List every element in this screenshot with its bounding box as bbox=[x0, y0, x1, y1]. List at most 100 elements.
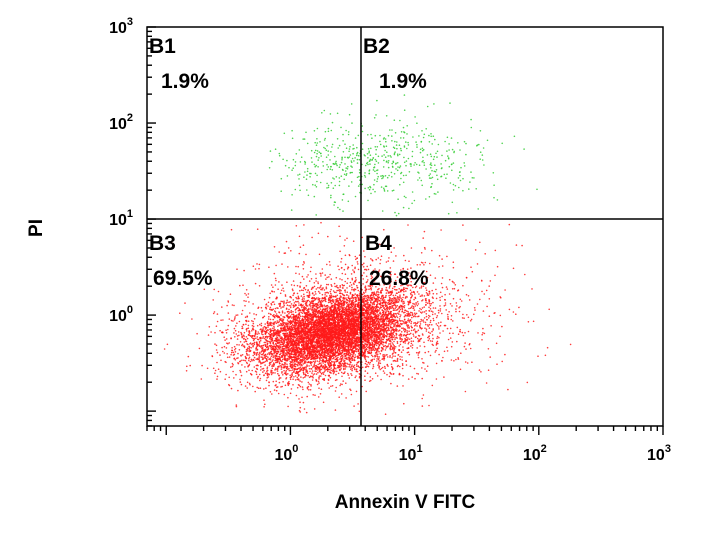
data-point bbox=[224, 378, 226, 381]
data-point bbox=[269, 358, 272, 361]
data-point bbox=[441, 277, 444, 279]
data-point bbox=[333, 291, 336, 294]
data-point bbox=[288, 325, 290, 327]
data-point bbox=[405, 364, 408, 366]
data-point bbox=[496, 265, 499, 268]
data-point bbox=[357, 289, 360, 292]
data-point bbox=[227, 324, 230, 327]
data-point bbox=[266, 377, 269, 379]
data-point bbox=[324, 305, 326, 308]
data-point bbox=[298, 384, 301, 387]
data-point bbox=[166, 343, 169, 346]
data-point bbox=[325, 283, 328, 286]
data-point bbox=[404, 259, 407, 262]
data-point bbox=[287, 357, 289, 360]
data-point bbox=[367, 346, 370, 348]
data-point bbox=[366, 363, 368, 366]
data-point bbox=[257, 387, 260, 390]
data-point bbox=[286, 319, 289, 321]
data-point bbox=[413, 309, 416, 311]
data-point bbox=[431, 289, 434, 292]
data-point bbox=[378, 350, 380, 353]
data-point bbox=[321, 360, 324, 363]
data-point bbox=[334, 358, 337, 361]
data-point bbox=[394, 338, 396, 341]
data-point bbox=[395, 306, 398, 308]
data-point bbox=[362, 283, 364, 285]
data-point bbox=[429, 321, 432, 324]
data-point bbox=[286, 316, 289, 318]
data-point bbox=[258, 267, 260, 270]
data-point bbox=[395, 292, 398, 295]
data-point bbox=[276, 386, 279, 388]
data-point bbox=[282, 374, 284, 376]
data-point bbox=[439, 332, 441, 334]
data-point bbox=[326, 309, 329, 312]
data-point bbox=[260, 306, 263, 309]
data-point bbox=[394, 304, 396, 306]
data-point bbox=[432, 301, 434, 304]
data-point bbox=[212, 299, 214, 301]
data-point bbox=[451, 288, 454, 290]
data-point bbox=[342, 380, 345, 382]
data-point bbox=[387, 301, 390, 304]
data-point bbox=[314, 366, 317, 369]
data-point bbox=[366, 313, 369, 316]
data-point bbox=[303, 224, 305, 226]
data-point bbox=[470, 266, 472, 269]
data-point bbox=[423, 264, 425, 266]
data-point bbox=[220, 359, 222, 362]
data-point bbox=[371, 285, 374, 287]
data-point bbox=[418, 339, 421, 341]
data-point bbox=[258, 357, 260, 360]
data-point bbox=[395, 281, 397, 284]
data-point bbox=[384, 344, 387, 347]
data-point bbox=[372, 364, 375, 366]
data-point bbox=[233, 377, 235, 379]
data-point bbox=[439, 308, 442, 310]
data-point bbox=[396, 304, 399, 307]
data-point bbox=[286, 363, 288, 366]
data-point bbox=[289, 319, 292, 322]
data-point bbox=[483, 332, 486, 335]
data-point bbox=[416, 304, 419, 307]
data-point bbox=[271, 393, 273, 395]
data-point bbox=[241, 364, 243, 366]
data-point bbox=[257, 306, 260, 309]
data-point bbox=[241, 354, 244, 356]
data-point bbox=[387, 292, 390, 294]
data-point bbox=[358, 281, 360, 284]
data-point bbox=[421, 320, 423, 322]
data-point bbox=[406, 338, 409, 341]
data-point bbox=[399, 294, 401, 297]
data-point bbox=[425, 301, 427, 304]
data-point bbox=[263, 298, 266, 301]
data-point bbox=[252, 265, 255, 268]
data-point bbox=[333, 356, 335, 359]
data-point bbox=[275, 389, 278, 392]
data-point bbox=[441, 286, 444, 289]
data-point bbox=[464, 332, 466, 334]
data-point bbox=[324, 347, 326, 350]
data-point bbox=[358, 410, 361, 413]
data-point bbox=[299, 406, 302, 409]
data-point bbox=[476, 263, 479, 265]
data-point bbox=[412, 302, 414, 305]
data-point bbox=[232, 320, 234, 322]
data-point bbox=[375, 292, 378, 294]
data-point bbox=[399, 365, 401, 368]
data-point bbox=[389, 294, 392, 297]
data-point bbox=[321, 293, 324, 296]
data-point bbox=[302, 354, 305, 356]
data-point bbox=[352, 269, 354, 271]
data-point bbox=[252, 322, 255, 325]
data-point bbox=[368, 363, 371, 365]
data-point bbox=[307, 372, 309, 375]
data-point bbox=[354, 354, 357, 356]
data-point bbox=[305, 285, 308, 287]
data-point bbox=[311, 372, 313, 374]
data-point bbox=[366, 343, 369, 346]
data-point bbox=[277, 372, 279, 375]
data-point bbox=[377, 362, 380, 365]
data-point bbox=[328, 306, 330, 308]
